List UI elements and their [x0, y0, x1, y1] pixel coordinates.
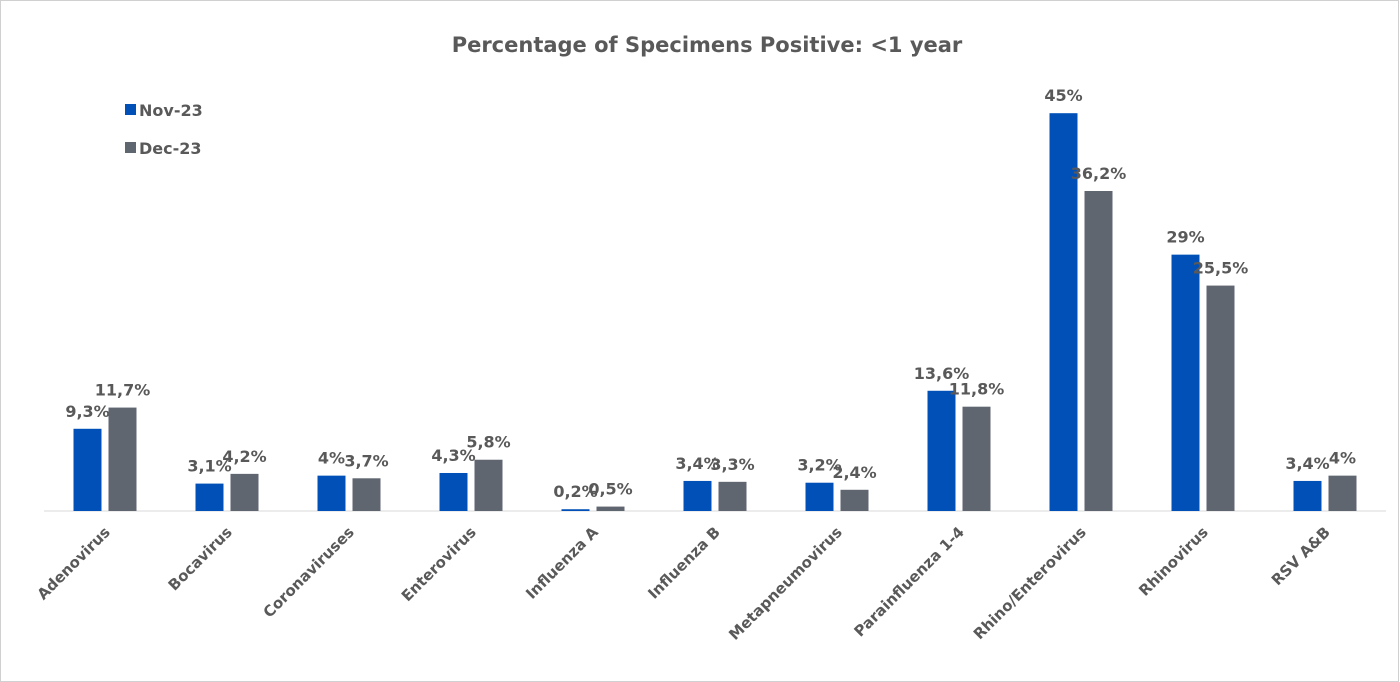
data-label: 3,4%	[1285, 454, 1329, 473]
bar	[1049, 113, 1078, 511]
data-label: 36,2%	[1071, 164, 1127, 183]
bar	[1206, 285, 1235, 511]
bar	[683, 480, 712, 511]
data-label: 11,7%	[95, 381, 151, 400]
bar	[805, 482, 834, 511]
bar	[718, 481, 747, 511]
chart-title: Percentage of Specimens Positive: <1 yea…	[452, 33, 963, 57]
bar	[1084, 190, 1113, 511]
bar	[962, 406, 991, 511]
bar	[73, 428, 102, 511]
bar	[561, 509, 590, 511]
bar	[439, 472, 468, 511]
bar	[195, 483, 224, 511]
data-label: 3,1%	[187, 457, 231, 476]
data-label: 5,8%	[466, 433, 510, 452]
data-label: 0,2%	[553, 482, 597, 501]
bar	[840, 489, 869, 511]
bar	[474, 459, 503, 511]
data-label: 4,2%	[222, 447, 266, 466]
bar	[1171, 254, 1200, 511]
data-label: 4%	[1329, 449, 1356, 468]
bar	[352, 478, 381, 511]
data-label: 25,5%	[1193, 259, 1249, 278]
data-label: 3,7%	[344, 451, 388, 470]
bar	[1328, 475, 1357, 511]
data-label: 4%	[318, 449, 345, 468]
bar	[1293, 480, 1322, 511]
data-label: 3,4%	[675, 454, 719, 473]
legend-label: Dec-23	[139, 139, 202, 158]
data-label: 13,6%	[914, 364, 970, 383]
bar	[927, 390, 956, 511]
data-label: 3,3%	[710, 455, 754, 474]
data-label: 9,3%	[65, 402, 109, 421]
legend-swatch	[125, 142, 136, 153]
data-label: 2,4%	[832, 463, 876, 482]
data-label: 45%	[1044, 86, 1082, 105]
data-label: 11,8%	[949, 380, 1005, 399]
data-label: 29%	[1166, 228, 1204, 247]
data-label: 3,2%	[797, 456, 841, 475]
legend-swatch	[125, 104, 136, 115]
data-label: 0,5%	[588, 480, 632, 499]
bar	[317, 475, 346, 511]
bar	[596, 506, 625, 511]
bar	[230, 473, 259, 511]
bar	[108, 407, 137, 511]
legend-label: Nov-23	[139, 101, 203, 120]
data-label: 4,3%	[431, 446, 475, 465]
